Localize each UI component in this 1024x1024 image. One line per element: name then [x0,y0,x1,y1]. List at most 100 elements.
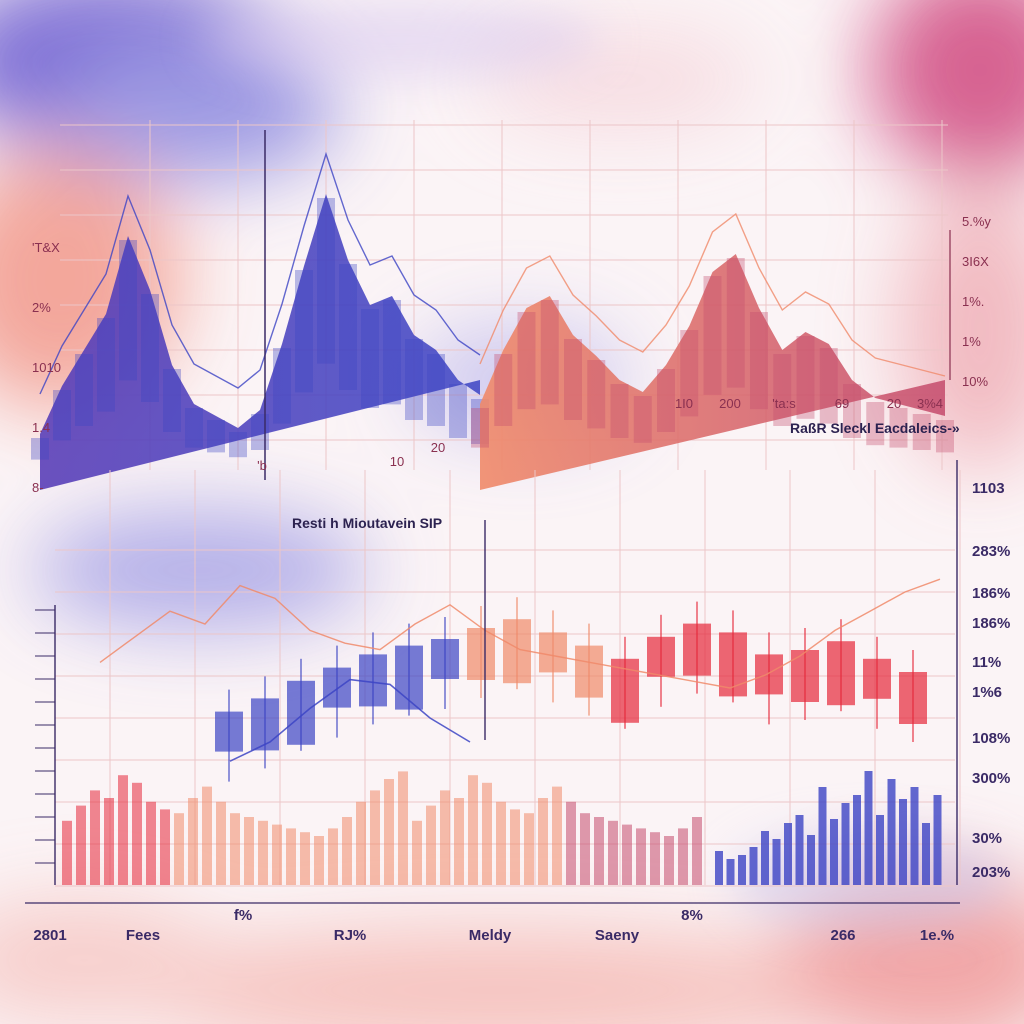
volume-bar [636,828,646,885]
area-step [163,369,181,432]
x-tick-label: Meldy [469,927,512,944]
volume-bar [202,786,212,885]
volume-bar [482,782,492,885]
y-tick-label: 10% [962,374,988,389]
y-tick-label: 1103 [972,480,1005,497]
area-step [141,294,159,402]
x-tick-label: 3%4 [917,396,943,411]
x-tick-label: 69 [835,396,849,411]
x-tick-label: 'ta:s [772,396,796,411]
volume-bar [622,824,632,885]
volume-bar-blue [772,839,781,885]
area-step [773,354,792,426]
volume-bar [244,817,254,885]
series-line-salmon [99,578,941,689]
top-chart-lines [39,151,946,395]
volume-bar [692,817,702,885]
volume-bar [398,771,408,885]
volume-bar [538,798,548,885]
volume-bar [510,809,520,885]
volume-bar [580,813,590,885]
x-tick-label: 10 [390,454,404,469]
x-tick-label: 1I0 [675,396,693,411]
area-step [657,369,675,432]
volume-bar-blue [933,795,942,885]
y-tick-label: 186% [972,585,1010,602]
top-y-tick-labels-right: 5.%y 3I6X 1%. 1% 10% [962,214,991,389]
x-tick-label: 20 [431,440,445,455]
volume-bar-blue [738,855,746,885]
area-step [517,312,536,410]
volume-bar [454,798,464,885]
volume-bar-blue [887,779,896,885]
volume-bar [608,820,618,885]
top-chart-areas [31,194,954,490]
volume-bar [90,790,100,885]
area-step [564,339,582,420]
x-tick-label: RJ% [334,927,367,944]
area-step [750,312,768,410]
volume-bar [342,817,352,885]
area-step [680,330,699,417]
y-tick-label: 1010 [32,360,61,375]
bottom-chart-title: Resti h Mioutavein SIP [292,515,442,531]
area-step [339,264,357,390]
area-step [796,336,815,419]
volume-bar-blue [715,851,723,885]
area-step [540,300,559,405]
area-step [587,360,606,429]
volume-bar [76,805,86,885]
volume-bar-blue [830,819,838,885]
area-step [889,408,908,448]
area-step [427,354,445,426]
area-step [843,384,861,438]
area-step [703,276,722,395]
area-step [383,300,401,405]
volume-bar-blue [864,771,873,885]
volume-bar [552,786,562,885]
volume-bar-blue [876,815,884,885]
area-step [471,408,489,448]
volume-bar-blue [841,803,850,885]
y-tick-label: 283% [972,543,1010,560]
area-step [936,420,954,453]
y-tick-label: 30% [972,830,1002,847]
volume-bar [272,824,282,885]
top-y-tick-labels-left: 'T&X 2% 1010 1.4 8- [32,240,61,495]
volume-bar [426,805,436,885]
x-tick-label: 266 [830,927,855,944]
series-line-blue [229,678,471,762]
volume-bar-blue [899,799,907,885]
volume-bar [468,775,478,885]
volume-bar [566,801,576,885]
volume-bar [216,801,226,885]
area-step [31,438,49,460]
volume-bar-blue [795,815,804,885]
area-step [119,240,137,381]
volume-bar [286,828,296,885]
x-tick-label: 20 [887,396,901,411]
y-tick-label: 300% [972,770,1010,787]
y-tick-label: 203% [972,864,1010,881]
volume-bar [496,801,506,885]
area-step [361,309,379,408]
volume-bar [664,836,674,885]
volume-bar-blue [784,823,792,885]
volume-bar [524,813,534,885]
y-tick-label: 1%6 [972,684,1002,701]
y-tick-label: 8- [32,480,44,495]
volume-bar [328,828,338,885]
series-line-1 [479,212,946,377]
y-tick-label: 3I6X [962,254,989,269]
volume-bar [118,775,128,885]
area-step [726,258,745,388]
volume-bar-blue [726,859,735,885]
y-tick-label: 11% [972,654,1001,671]
volume-bar-blue [922,823,930,885]
bottom-chart-bars [62,771,942,885]
y-tick-label: 1%. [962,294,984,309]
y-tick-label: 2% [32,300,51,315]
volume-bar-blue [818,787,827,885]
volume-bar [314,836,324,885]
area-step [207,420,225,453]
